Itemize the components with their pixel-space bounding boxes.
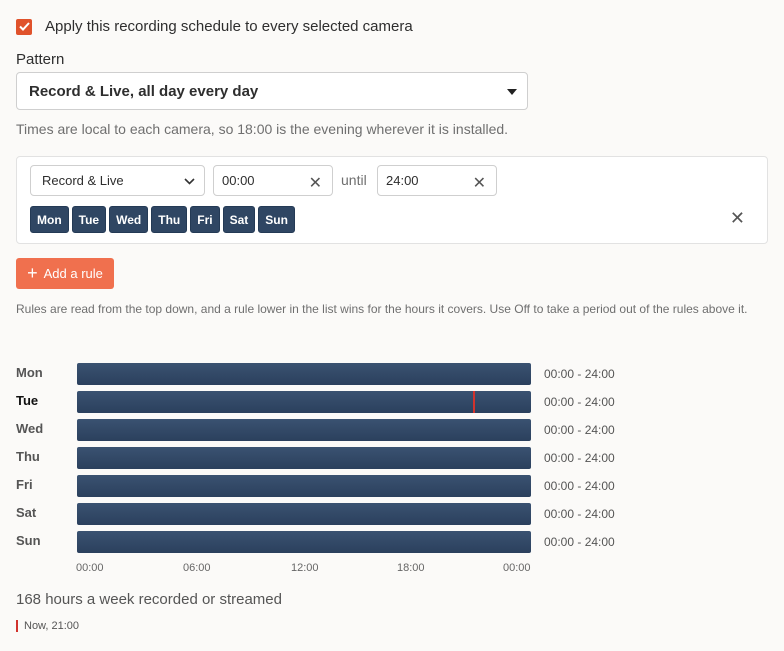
pattern-select[interactable]: Record & Live, all day every day <box>16 72 528 110</box>
timeline-day-label: Tue <box>16 393 39 408</box>
now-marker <box>473 391 476 413</box>
day-toggle-group: Mon Tue Wed Thu Fri Sat Sun <box>30 206 295 233</box>
timeline-range-label: 00:00 - 24:00 <box>544 395 615 409</box>
until-label: until <box>341 172 367 188</box>
timeline-day-label: Sun <box>16 533 41 548</box>
now-marker-swatch <box>16 620 18 632</box>
rule-end-input[interactable]: 24:00 ✕ <box>377 165 497 196</box>
plus-icon: + <box>27 263 38 283</box>
timeline-row-tue: Tue 00:00 - 24:00 <box>16 391 776 413</box>
day-toggle-sat[interactable]: Sat <box>222 206 256 233</box>
day-toggle-mon[interactable]: Mon <box>30 206 69 233</box>
day-toggle-thu[interactable]: Thu <box>151 206 188 233</box>
clear-end-icon[interactable]: ✕ <box>472 175 486 192</box>
timeline-row-mon: Mon 00:00 - 24:00 <box>16 363 776 385</box>
add-rule-label: Add a rule <box>43 266 103 281</box>
timeline-day-label: Sat <box>16 505 37 520</box>
timeline-recording-bar <box>77 475 531 497</box>
timeline-row-sat: Sat 00:00 - 24:00 <box>16 503 776 525</box>
rule-start-value: 00:00 <box>222 173 255 188</box>
rule-card: Record & Live 00:00 ✕ until 24:00 ✕ Mon … <box>16 156 768 244</box>
timeline-day-label: Fri <box>16 477 33 492</box>
timeline-recording-bar <box>77 531 531 553</box>
timeline-tick: 00:00 <box>503 562 531 574</box>
timeline-recording-bar <box>77 363 531 385</box>
timeline-day-label: Wed <box>16 421 44 436</box>
apply-checkbox[interactable] <box>16 18 32 35</box>
weekly-summary: 168 hours a week recorded or streamed <box>16 591 282 608</box>
day-toggle-tue[interactable]: Tue <box>71 206 107 233</box>
timeline-recording-bar <box>77 391 531 413</box>
rule-mode-select[interactable]: Record & Live <box>30 165 205 196</box>
timeline-recording-bar <box>77 447 531 469</box>
timeline-range-label: 00:00 - 24:00 <box>544 423 615 437</box>
timeline-day-label: Mon <box>16 365 43 380</box>
timeline-row-sun: Sun 00:00 - 24:00 <box>16 531 776 553</box>
clear-start-icon[interactable]: ✕ <box>308 175 322 192</box>
apply-label: Apply this recording schedule to every s… <box>45 18 413 35</box>
timeline-recording-bar <box>77 503 531 525</box>
day-toggle-fri[interactable]: Fri <box>190 206 220 233</box>
timeline-range-label: 00:00 - 24:00 <box>544 367 615 381</box>
now-legend-label: Now, 21:00 <box>24 620 80 632</box>
rule-mode-value: Record & Live <box>42 173 124 188</box>
timeline-range-label: 00:00 - 24:00 <box>544 535 615 549</box>
rules-order-note: Rules are read from the top down, and a … <box>16 302 748 316</box>
timeline-row-thu: Thu 00:00 - 24:00 <box>16 447 776 469</box>
day-toggle-wed[interactable]: Wed <box>109 206 149 233</box>
timeline-tick: 06:00 <box>183 562 211 574</box>
checkmark-icon <box>18 22 30 31</box>
pattern-label: Pattern <box>16 51 65 68</box>
timeline-row-fri: Fri 00:00 - 24:00 <box>16 475 776 497</box>
timeline-row-wed: Wed 00:00 - 24:00 <box>16 419 776 441</box>
timeline-range-label: 00:00 - 24:00 <box>544 479 615 493</box>
timeline-range-label: 00:00 - 24:00 <box>544 451 615 465</box>
chevron-down-icon <box>184 178 195 185</box>
timeline-tick: 12:00 <box>291 562 319 574</box>
timeline-range-label: 00:00 - 24:00 <box>544 507 615 521</box>
now-legend: Now, 21:00 <box>16 620 79 632</box>
apply-to-all-row[interactable]: Apply this recording schedule to every s… <box>16 18 413 35</box>
timeline-recording-bar <box>77 419 531 441</box>
pattern-selected-value: Record & Live, all day every day <box>29 82 259 100</box>
timeline-tick: 00:00 <box>76 562 104 574</box>
timezone-hint: Times are local to each camera, so 18:00… <box>16 121 509 137</box>
chevron-down-icon <box>507 89 517 95</box>
rule-end-value: 24:00 <box>386 173 419 188</box>
rule-start-input[interactable]: 00:00 ✕ <box>213 165 333 196</box>
timeline-tick: 18:00 <box>397 562 425 574</box>
day-toggle-sun[interactable]: Sun <box>258 206 295 233</box>
timeline-day-label: Thu <box>16 449 40 464</box>
remove-rule-icon[interactable]: ✕ <box>729 208 745 228</box>
add-rule-button[interactable]: + Add a rule <box>16 258 114 289</box>
